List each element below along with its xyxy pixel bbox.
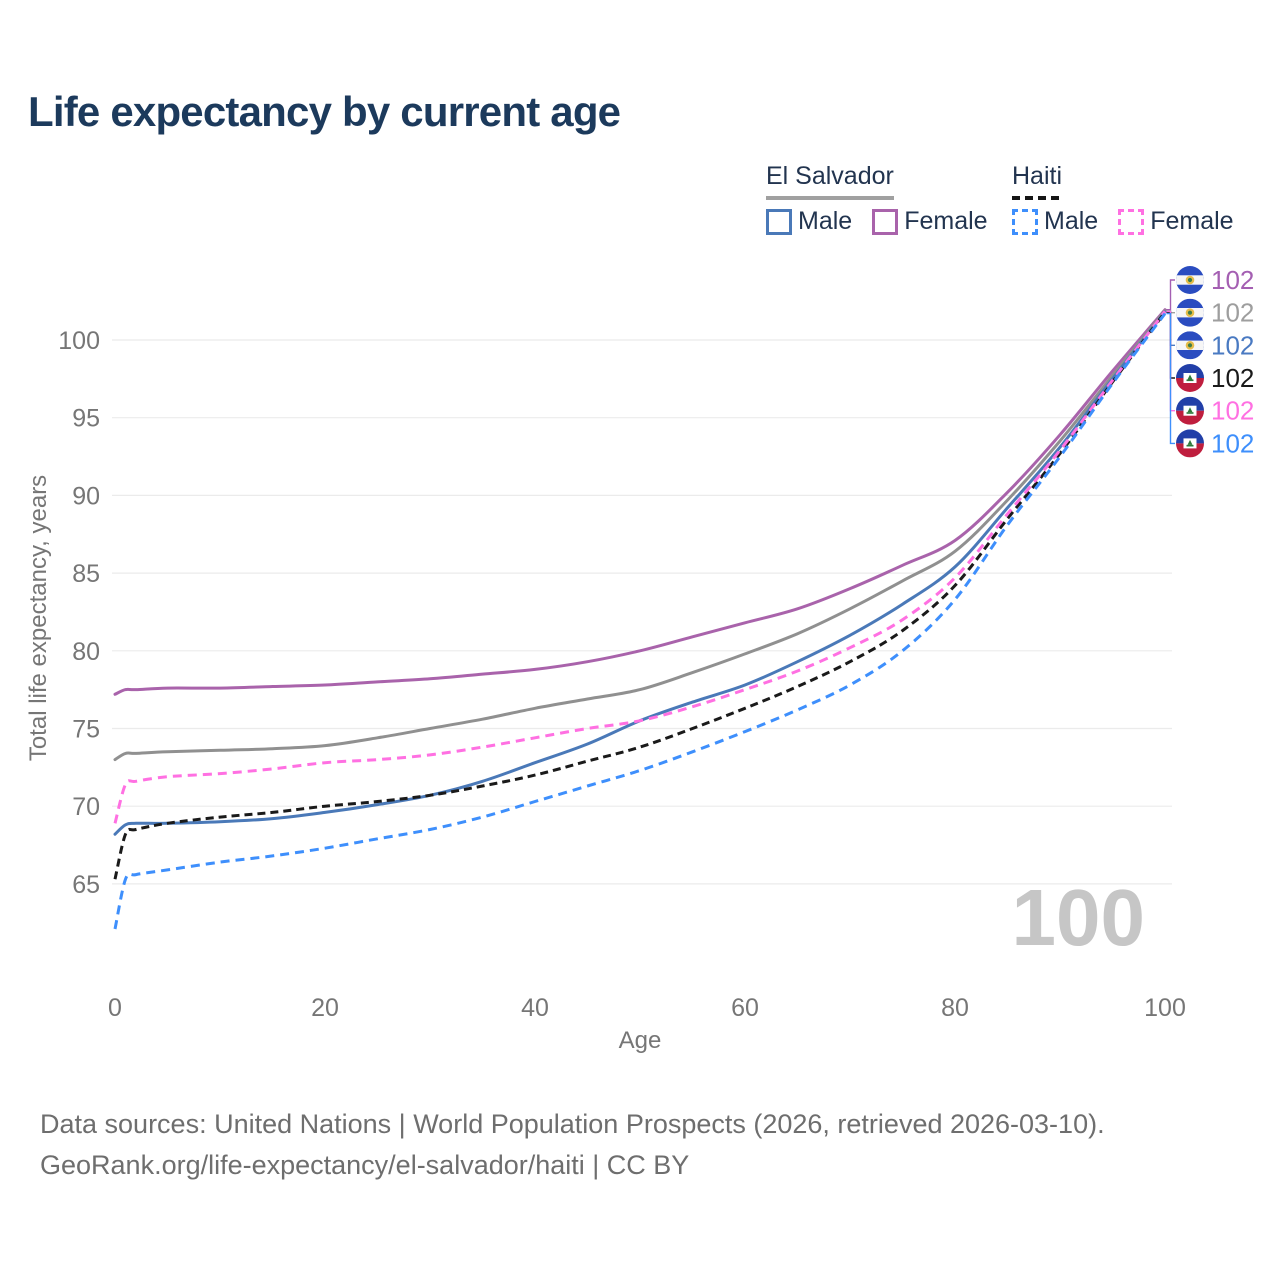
age-counter-watermark: 100: [1012, 873, 1145, 962]
end-label-row-el-salvador-male[interactable]: 102: [1176, 330, 1254, 360]
end-label-leader-lines: [1166, 279, 1175, 445]
y-tick-label: 95: [72, 405, 100, 433]
legend-country-el-salvador[interactable]: El Salvador: [766, 162, 894, 200]
legend-swatch-el-salvador-male: [766, 208, 792, 235]
x-tick-label: 60: [731, 994, 759, 1022]
end-value-label: 102: [1211, 265, 1254, 295]
y-tick-label: 85: [72, 560, 100, 588]
end-value-label: 102: [1211, 396, 1254, 426]
legend-label-male: Male: [1044, 207, 1099, 235]
haiti-flag-icon: [1176, 429, 1204, 458]
y-axis-title: Total life expectancy, years: [25, 475, 52, 761]
el-salvador-flag-icon: [1176, 298, 1204, 327]
legend-items-haiti: Male Female: [1012, 207, 1234, 236]
legend-item-el-salvador-female[interactable]: Female: [872, 207, 988, 236]
y-tick-label: 75: [72, 716, 100, 744]
end-value-label: 102: [1211, 363, 1254, 393]
page-title: Life expectancy by current age: [28, 88, 621, 135]
end-label-row-haiti-female[interactable]: 102: [1176, 396, 1254, 426]
end-value-label: 102: [1211, 298, 1254, 328]
series-line-el-salvador-female[interactable]: [113, 308, 1167, 696]
haiti-flag-icon: [1176, 396, 1204, 425]
el-salvador-flag-icon: [1176, 266, 1204, 294]
y-tick-label: 90: [72, 482, 100, 510]
haiti-flag-icon: [1176, 364, 1204, 392]
legend-label-female: Female: [1150, 207, 1234, 235]
legend-label-male: Male: [798, 207, 853, 235]
x-tick-label: 0: [108, 994, 122, 1022]
series-line-haiti-male[interactable]: [113, 312, 1167, 930]
x-tick-label: 100: [1144, 994, 1186, 1022]
leader-line: [1166, 312, 1175, 445]
end-label-row-el-salvador-female[interactable]: 102: [1176, 265, 1254, 295]
y-tick-label: 100: [58, 327, 100, 355]
x-tick-label: 40: [521, 994, 549, 1022]
legend-item-haiti-male[interactable]: Male: [1012, 207, 1098, 236]
x-tick-label: 20: [311, 994, 339, 1022]
legend-swatch-haiti-female: [1118, 208, 1145, 235]
x-axis-title: Age: [619, 1027, 662, 1054]
legend-swatch-el-salvador-female: [872, 208, 899, 235]
legend-items-el-salvador: Male Female: [766, 207, 988, 236]
end-label-row-haiti-male[interactable]: 102: [1176, 428, 1254, 458]
el-salvador-flag-icon: [1176, 331, 1204, 360]
series-line-el-salvador-total[interactable]: [113, 309, 1167, 762]
y-tick-label: 65: [72, 871, 100, 899]
y-tick-label: 70: [72, 793, 100, 821]
leader-line: [1166, 279, 1175, 311]
y-tick-label: 80: [72, 638, 100, 666]
legend-group-haiti: Haiti Male Female: [1012, 162, 1234, 236]
footer-data-sources: Data sources: United Nations | World Pop…: [40, 1109, 1105, 1139]
legend-item-haiti-female[interactable]: Female: [1118, 207, 1234, 236]
series-line-haiti-total[interactable]: [113, 311, 1167, 880]
legend-country-haiti[interactable]: Haiti: [1012, 162, 1063, 200]
series-line-el-salvador-male[interactable]: [113, 310, 1167, 836]
legend-label-female: Female: [904, 207, 988, 235]
gridlines-and-ticks: 65 70 75 80 85 90 95 100 0 20 40 60 80 100: [58, 327, 1186, 1022]
end-value-label: 102: [1211, 330, 1254, 360]
legend-group-el-salvador: El Salvador Male Female: [766, 162, 988, 236]
end-label-row-el-salvador-total[interactable]: 102: [1176, 298, 1254, 328]
footer-attribution-link: GeoRank.org/life-expectancy/el-salvador/…: [40, 1150, 690, 1180]
end-value-label: 102: [1211, 428, 1254, 458]
footer: Data sources: United Nations | World Pop…: [40, 1104, 1105, 1186]
series-lines: [113, 308, 1167, 930]
x-tick-label: 80: [941, 994, 969, 1022]
series-line-haiti-female[interactable]: [113, 310, 1167, 824]
legend-item-el-salvador-male[interactable]: Male: [766, 207, 852, 236]
legend-swatch-haiti-male: [1012, 208, 1038, 235]
end-label-row-haiti-total[interactable]: 102: [1176, 363, 1254, 393]
